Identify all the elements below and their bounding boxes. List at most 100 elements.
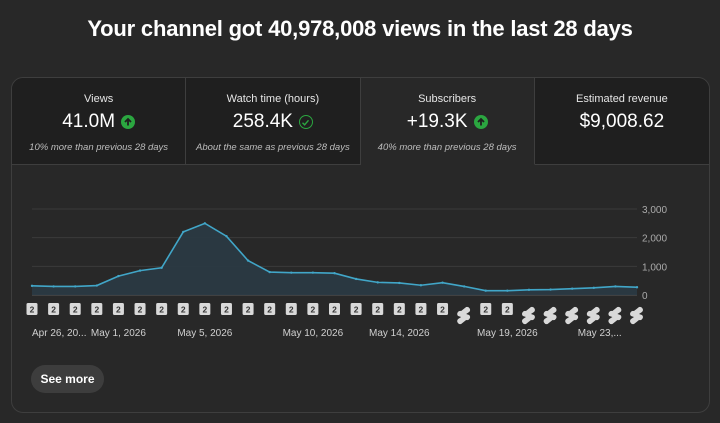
views-chart: 3,000 2,000 1,000 0 2 2 2 2 2 2 2 2 2 2 2 2 2 2 2 2 2 2 2 2 2 2 Ap… [26, 205, 667, 339]
upload-count: 2 [289, 305, 294, 315]
data-point [376, 281, 379, 284]
upload-marker [69, 303, 81, 315]
shorts-icon [457, 306, 471, 325]
see-more-button[interactable]: See more [31, 365, 104, 393]
upload-count: 2 [375, 305, 380, 315]
tab-comparison: 40% more than previous 28 days [377, 142, 517, 153]
tab-views[interactable]: Views 41.0M 10% more than previous 28 da… [12, 78, 187, 165]
upload-marker [112, 303, 124, 315]
upload-marker [372, 303, 384, 315]
shorts-icon [630, 306, 643, 325]
tab-label: Views [84, 93, 114, 105]
x-tick-label: Apr 26, 20... [32, 328, 86, 339]
upload-marker [437, 303, 449, 315]
upload-marker [156, 303, 168, 315]
upload-count: 2 [181, 305, 186, 315]
data-point [117, 274, 120, 278]
tab-comparison: 10% more than previous 28 days [29, 142, 169, 153]
data-point [398, 281, 401, 285]
upload-marker [501, 303, 513, 315]
upload-count: 2 [159, 305, 164, 315]
upload-marker [393, 303, 405, 315]
upload-count: 2 [354, 305, 359, 315]
tab-value: +19.3K [406, 111, 468, 132]
data-point [635, 286, 639, 289]
arrow-up-icon [473, 115, 488, 129]
data-point [225, 235, 228, 238]
upload-marker [307, 303, 319, 315]
metric-tabs: Views 41.0M 10% more than previous 28 da… [12, 78, 709, 165]
shorts-icon [543, 306, 557, 325]
upload-count: 2 [246, 305, 251, 315]
upload-marker [415, 303, 427, 315]
tab-subscribers[interactable]: Subscribers +19.3K 40% more than previou… [360, 78, 535, 165]
upload-marker [220, 303, 232, 315]
upload-count: 2 [138, 305, 143, 315]
analytics-card: Views 41.0M 10% more than previous 28 da… [11, 77, 710, 413]
upload-count: 2 [505, 305, 510, 315]
x-tick-label: May 14, 2026 [369, 328, 430, 339]
upload-count: 2 [224, 305, 229, 315]
upload-marker [91, 303, 103, 315]
tab-label: Subscribers [418, 93, 477, 105]
upload-count: 2 [202, 305, 207, 315]
data-point [246, 259, 250, 262]
tab-estimated-revenue[interactable]: Estimated revenue $9,008.62 [534, 78, 709, 165]
data-point [527, 288, 531, 292]
shorts-icon [608, 306, 622, 325]
data-point [95, 284, 99, 287]
check-icon [298, 115, 313, 129]
data-point [311, 271, 315, 274]
upload-marker [48, 303, 60, 315]
shorts-icon [586, 306, 600, 325]
upload-count: 2 [51, 305, 56, 315]
y-tick-label: 1,000 [642, 262, 667, 273]
x-tick-label: May 10, 2026 [283, 328, 344, 339]
data-point [52, 285, 55, 288]
tab-value: 41.0M [62, 111, 116, 132]
upload-marker [199, 303, 211, 315]
upload-count: 2 [397, 305, 402, 315]
shorts-icon [522, 306, 535, 325]
upload-count: 2 [332, 305, 337, 315]
data-point [138, 269, 142, 272]
x-tick-label: May 19, 2026 [477, 328, 538, 339]
upload-count: 2 [483, 305, 488, 315]
page-headline: Your channel got 40,978,008 views in the… [87, 16, 633, 41]
data-point [570, 287, 574, 290]
area-fill [32, 223, 637, 295]
arrow-up-icon [121, 115, 136, 129]
x-tick-label: May 5, 2026 [177, 328, 232, 339]
upload-count: 2 [94, 305, 99, 315]
y-tick-label: 0 [642, 291, 648, 302]
tab-value: $9,008.62 [579, 111, 665, 132]
x-tick-label: May 23,... [578, 328, 622, 339]
data-point [30, 284, 34, 288]
upload-count: 2 [30, 305, 35, 315]
y-tick-label: 2,000 [642, 234, 667, 245]
upload-count: 2 [311, 305, 316, 315]
upload-marker [242, 303, 254, 315]
tab-label: Watch time (hours) [226, 93, 320, 105]
data-point [592, 286, 595, 290]
tab-watch-time[interactable]: Watch time (hours) 258.4K About the same… [186, 78, 361, 165]
data-point [268, 270, 271, 274]
tab-comparison: About the same as previous 28 days [196, 142, 350, 153]
tab-value: 258.4K [232, 111, 293, 132]
upload-marker [26, 303, 38, 315]
upload-marker [177, 303, 189, 315]
data-point [160, 266, 163, 269]
upload-count: 2 [419, 305, 424, 315]
tab-label: Estimated revenue [576, 93, 668, 105]
upload-marker [480, 303, 492, 315]
upload-marker [134, 303, 146, 315]
data-point [484, 289, 487, 292]
y-tick-label: 3,000 [642, 205, 667, 216]
data-point [419, 284, 423, 287]
data-point [74, 285, 77, 288]
upload-count: 2 [267, 305, 272, 315]
upload-count: 2 [73, 305, 78, 315]
data-point [614, 285, 617, 288]
x-tick-label: May 1, 2026 [91, 328, 146, 339]
data-point [506, 289, 509, 292]
